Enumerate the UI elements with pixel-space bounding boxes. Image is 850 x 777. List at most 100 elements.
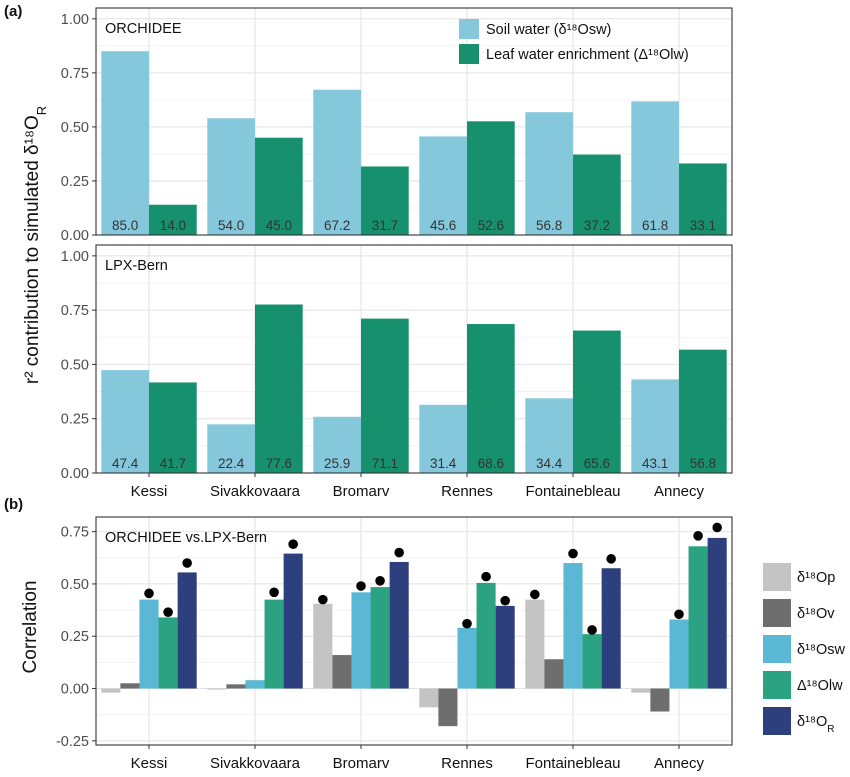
bar-kessi-1 [149,204,197,235]
legend-swatch [763,707,791,735]
bar-value-label: 71.1 [372,456,398,471]
y-tick-label: 0.25 [61,412,89,428]
bar-rennes-1 [467,324,515,473]
bar-value-label: 31.7 [372,218,398,233]
panel-a-y-axis-label: r² contribution to simulated δ¹⁸OR [22,106,49,384]
bar-rennes-1 [438,688,458,727]
bar-fontainebleau-3 [582,634,602,689]
bar-value-label: 65.6 [584,456,610,471]
panel-background [96,517,732,745]
bar-annecy-2 [669,619,689,689]
y-tick-label: 0.00 [61,682,89,698]
bar-kessi-2 [139,599,159,689]
bar-bromarv-0 [313,416,361,473]
bar-annecy-0 [631,379,679,473]
significance-dot [163,607,173,617]
y-tick-label: 1.00 [61,12,89,28]
x-tick-label-kessi: Kessi [131,755,168,772]
bar-bromarv-1 [332,655,352,689]
bar-annecy-3 [688,546,708,689]
x-tick-label-rennes: Rennes [441,755,493,772]
panel-title: LPX-Bern [105,258,168,274]
panel-b-y-axis-label: Correlation [20,581,41,674]
bar-sivakkovaara-2 [245,680,265,689]
significance-dot [269,587,279,598]
significance-dot [375,575,385,586]
y-tick-label: 0.75 [61,525,89,541]
panel-bottom: -0.25 0.00 0.25 0.50 0.75 ORCHIDEE vs.LPX-Ber… [56,516,846,772]
y-tick-label: 1.00 [61,249,89,265]
bar-sivakkovaara-1 [255,304,303,473]
bar-rennes-0 [419,136,467,235]
bar-value-label: 25.9 [324,456,350,471]
bar-value-label: 41.7 [160,456,186,471]
x-tick-label-bromarv: Bromarv [333,483,390,500]
y-tick-label: -0.25 [56,734,89,750]
bar-fontainebleau-4 [601,568,621,689]
significance-dot [693,531,703,541]
bar-value-label: 68.6 [478,456,504,471]
significance-dot [288,539,298,549]
bar-rennes-0 [419,404,467,473]
bar-sivakkovaara-3 [264,599,284,689]
bar-bromarv-0 [313,603,333,689]
bar-annecy-1 [679,163,727,235]
plot-area: 0.00 0.25 0.50 0.75 1.00 85.0 54.0 67.2 45.6 56.8… [56,7,846,772]
significance-dot [356,581,366,591]
bar-value-label: 52.6 [478,218,504,233]
significance-dot [394,547,404,558]
bar-sivakkovaara-0 [207,424,255,473]
bar-sivakkovaara-1 [255,137,303,235]
bar-sivakkovaara-4 [283,553,303,689]
bar-fontainebleau-2 [563,563,583,689]
legend-label: δ¹⁸Osw [797,642,846,658]
panel-border [95,516,733,746]
bar-fontainebleau-0 [525,112,573,235]
significance-dot [144,588,154,599]
bar-bromarv-3 [370,587,390,689]
bar-value-label: 31.4 [430,456,457,471]
bar-sivakkovaara-1 [226,684,246,689]
bar-bromarv-2 [351,592,371,689]
bar-rennes-2 [457,627,477,689]
panel-middle: 0.00 0.25 0.50 0.75 1.00 47.4 22.4 25.9 31.4 34.4… [61,244,733,500]
bar-sivakkovaara-0 [207,118,255,235]
bar-value-label: 61.8 [642,218,668,233]
legend-swatch [763,671,791,699]
y-tick-label: 0.25 [61,174,89,190]
significance-dot [606,554,616,564]
bar-value-label: 43.1 [642,456,668,471]
bar-bromarv-4 [389,561,409,689]
bar-kessi-3 [158,617,178,689]
x-tick-label-sivakkovaara: Sivakkovaara [210,483,301,500]
legend-label: δ¹⁸OR [797,714,835,735]
bar-value-label: 45.6 [430,218,456,233]
y-tick-label: 0.25 [61,629,89,645]
bar-rennes-0 [419,688,439,708]
bar-bromarv-1 [361,166,409,235]
bar-annecy-1 [650,688,670,712]
bar-value-label: 37.2 [584,218,610,233]
y-tick-label: 0.50 [61,577,89,593]
bar-sivakkovaara-0 [207,688,227,690]
bar-annecy-1 [679,349,727,473]
bar-kessi-1 [149,382,197,473]
bar-kessi-0 [101,370,149,473]
y-tick-label: 0.00 [61,228,89,244]
panel-title: ORCHIDEE vs.LPX-Bern [105,530,267,546]
bar-annecy-4 [707,537,727,689]
y-tick-label: 0.50 [61,357,89,373]
y-tick-label: 0.75 [61,66,89,82]
panel-border [95,244,733,474]
significance-dot [182,558,192,568]
bar-value-label: 47.4 [112,456,139,471]
bar-kessi-0 [101,688,121,693]
x-tick-label-rennes: Rennes [441,483,493,500]
legend-label: δ¹⁸Ov [797,606,835,622]
bar-annecy-0 [631,688,651,693]
y-tick-label: 0.50 [61,120,89,136]
legend: δ¹⁸Op δ¹⁸Ov δ¹⁸Osw Δ¹⁸Olw δ¹⁸OR [763,563,846,735]
x-tick-label-bromarv: Bromarv [333,755,390,772]
significance-dot [568,548,578,559]
y-tick-label: 0.00 [61,466,89,482]
